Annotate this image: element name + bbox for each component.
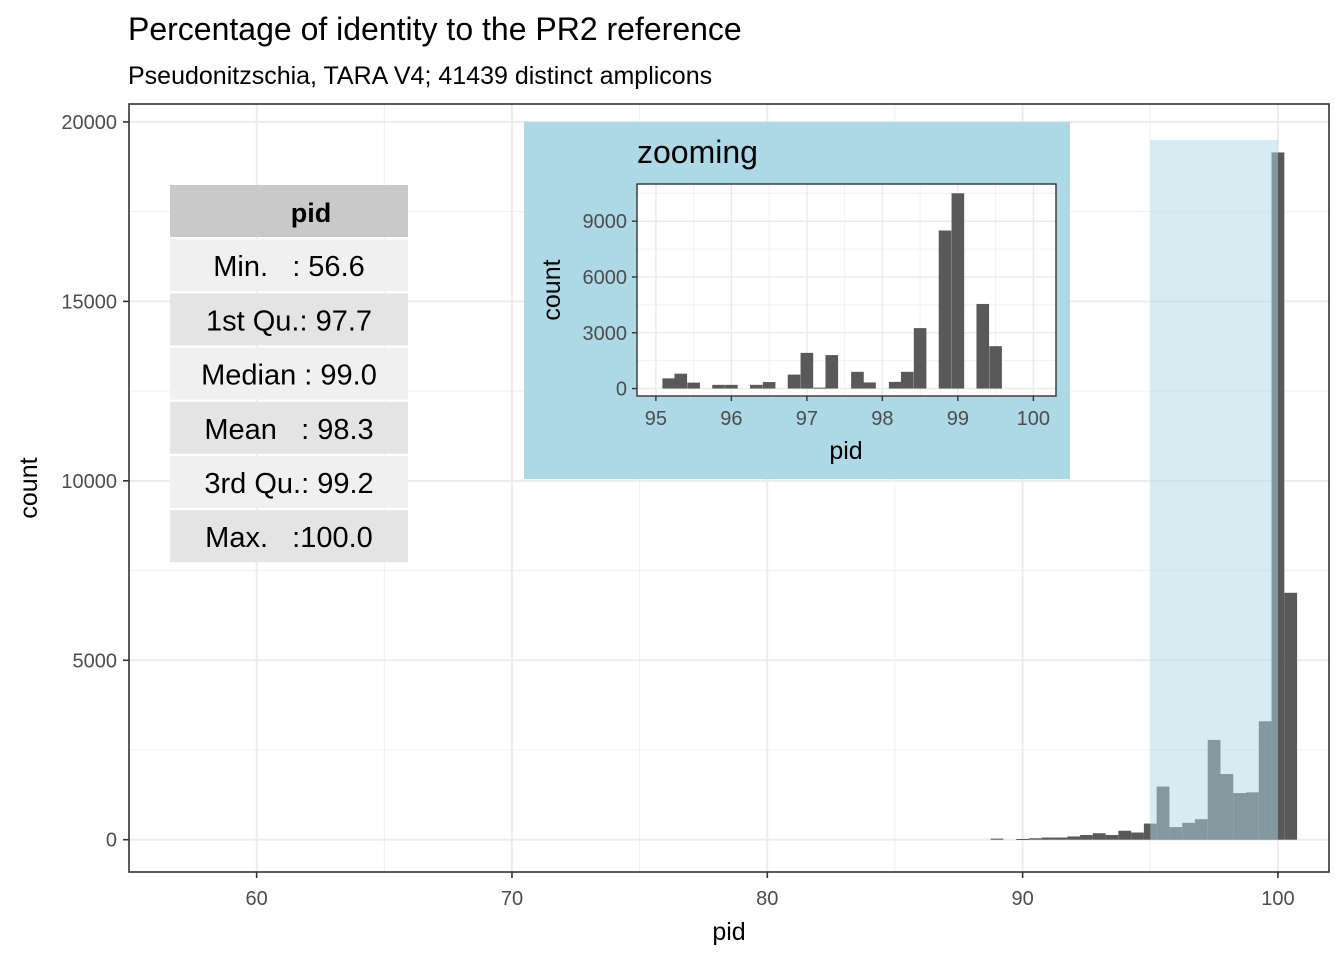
inset-histogram-bar <box>900 371 914 389</box>
histogram-bar <box>1029 838 1042 840</box>
histogram-bar <box>1080 835 1093 840</box>
y-tick-label: 0 <box>106 830 117 852</box>
inset-histogram-bar <box>813 387 827 389</box>
histogram-bar <box>1118 830 1132 840</box>
histogram-bar <box>990 838 1004 840</box>
main-panel-border <box>128 103 1330 873</box>
summary-table-row <box>170 401 408 454</box>
summary-table-row <box>170 456 408 508</box>
inset-panel-border <box>636 183 1057 397</box>
summary-table-cell: Min. : 56.6 <box>213 251 365 283</box>
y-tick-label: 5000 <box>73 650 118 672</box>
summary-table-row <box>170 239 408 292</box>
histogram-bar <box>1016 838 1029 840</box>
inset-x-tick-label: 100 <box>1017 408 1050 430</box>
y-tick-label: 15000 <box>61 291 117 313</box>
summary-table-cell: Mean : 98.3 <box>204 414 373 446</box>
inset-histogram-bar <box>725 384 738 389</box>
x-tick-label: 60 <box>246 888 268 910</box>
inset-y-tick-label: 3000 <box>583 323 628 345</box>
histogram-bar <box>1067 836 1081 840</box>
x-tick-label: 80 <box>756 888 778 910</box>
summary-table-row <box>170 510 408 563</box>
x-axis-title: pid <box>712 918 745 946</box>
summary-table-row <box>170 347 408 400</box>
inset-y-tick-label: 6000 <box>583 267 628 289</box>
zoom-highlight-region <box>1150 139 1278 840</box>
inset-y-tick-label: 0 <box>616 379 627 401</box>
y-tick-label: 10000 <box>61 471 117 493</box>
summary-table-cell: 1st Qu.: 97.7 <box>206 305 372 337</box>
inset-x-tick-label: 98 <box>871 408 893 430</box>
inset-histogram-bar <box>662 378 676 389</box>
histogram-bar <box>1105 835 1119 840</box>
summary-table-cell: Max. :100.0 <box>205 522 373 554</box>
histogram-bar <box>1284 592 1298 840</box>
inset-x-tick-label: 99 <box>947 408 969 430</box>
histogram-bar <box>1092 833 1106 840</box>
inset-histogram-bar <box>851 371 864 389</box>
summary-table-header-cell <box>170 185 408 237</box>
chart-subtitle: Pseudonitzschia, TARA V4; 41439 distinct… <box>128 62 712 90</box>
y-axis-title: count <box>15 457 43 518</box>
histogram-bar <box>1054 837 1068 840</box>
inset-histogram-bar <box>913 328 927 389</box>
inset-y-axis-title: count <box>538 259 566 320</box>
inset-histogram-bar <box>863 382 876 389</box>
inset-histogram-bar <box>712 384 725 389</box>
x-tick-label: 70 <box>501 888 523 910</box>
summary-table-cell: Median : 99.0 <box>201 360 377 392</box>
inset-x-axis-title: pid <box>829 437 862 465</box>
inset-histogram-bar <box>787 374 801 389</box>
histogram-bar <box>1041 837 1055 840</box>
inset-x-tick-label: 96 <box>720 408 742 430</box>
inset-histogram-bar <box>989 346 1002 389</box>
summary-table-cell: 3rd Qu.: 99.2 <box>204 468 373 500</box>
summary-table-row <box>170 293 408 346</box>
inset-histogram-bar <box>687 382 700 389</box>
inset-y-tick-label: 9000 <box>583 211 628 233</box>
inset-histogram-bar <box>674 373 688 389</box>
inset-histogram-bar <box>951 193 965 389</box>
inset-x-tick-label: 95 <box>645 408 667 430</box>
inset-x-tick-label: 97 <box>796 408 818 430</box>
inset-histogram-bar <box>938 230 952 389</box>
y-tick-label: 20000 <box>61 112 117 134</box>
chart-title: Percentage of identity to the PR2 refere… <box>128 11 742 47</box>
x-tick-label: 100 <box>1261 888 1294 910</box>
inset-title: zooming <box>637 134 758 170</box>
inset-histogram-bar <box>800 352 814 389</box>
inset-histogram-bar <box>976 303 990 389</box>
inset-histogram-bar <box>749 384 763 389</box>
x-tick-label: 90 <box>1011 888 1033 910</box>
inset-histogram-bar <box>825 355 839 389</box>
histogram-bar <box>1131 832 1144 840</box>
summary-table-header: pid <box>291 198 332 228</box>
inset-histogram-bar <box>888 381 902 389</box>
inset-histogram-bar <box>762 382 776 389</box>
